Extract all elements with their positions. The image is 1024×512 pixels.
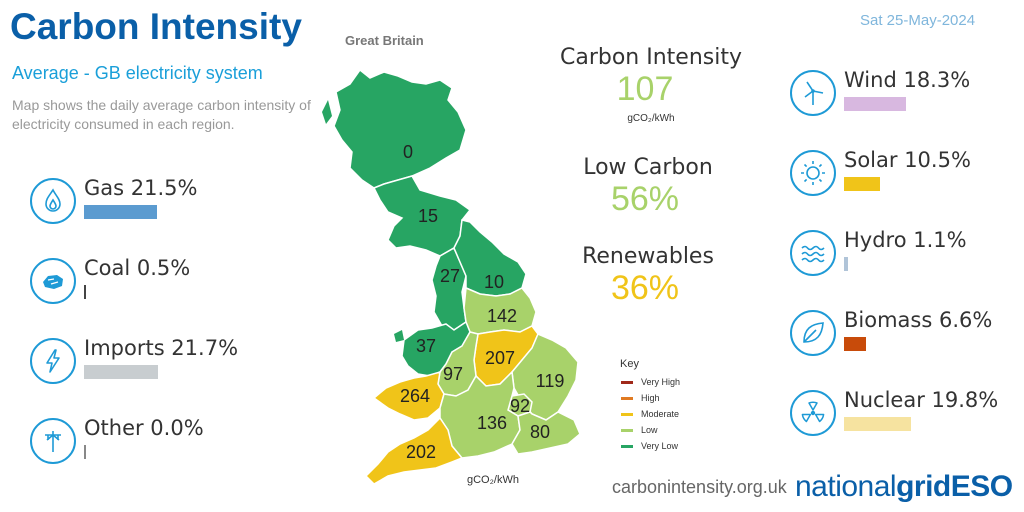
- key-label: Very Low: [641, 441, 679, 451]
- fuel-label: Imports 21.7%: [84, 336, 239, 360]
- leaf-icon: [790, 310, 836, 356]
- carbon-intensity-label: Carbon Intensity: [559, 45, 742, 70]
- fuel-bar: [844, 337, 867, 351]
- waves-icon: [790, 230, 836, 276]
- low-carbon-label: Low Carbon: [583, 155, 713, 180]
- key-item-very-low: Very Low: [621, 441, 678, 451]
- low-carbon-value: 56%: [610, 180, 680, 218]
- key-label: Moderate: [641, 409, 680, 419]
- region-north-east-england: [453, 219, 527, 297]
- key-item-very-high: Very High: [621, 377, 680, 387]
- map-value-label: 264: [400, 386, 430, 406]
- gb-region-map: 0 15 27 10 142 37 207 97 119 264 92 136 …: [322, 68, 580, 485]
- subtitle: Average - GB electricity system: [12, 63, 263, 83]
- fuel-label: Nuclear 19.8%: [844, 388, 999, 412]
- key-label: Very High: [641, 377, 681, 387]
- key-swatch: [621, 381, 633, 385]
- fuel-bar: [844, 177, 880, 191]
- key-swatch: [621, 445, 633, 449]
- fuel-label: Gas 21.5%: [84, 176, 198, 200]
- map-value-label: 80: [530, 422, 550, 442]
- key-item-moderate: Moderate: [621, 409, 679, 419]
- carbon-intensity-unit: gCO₂/kWh: [627, 113, 675, 124]
- key-label: High: [641, 393, 660, 403]
- fuel-label: Solar 10.5%: [844, 148, 971, 172]
- region-south-west-england: [364, 416, 464, 485]
- hebrides-island: [322, 100, 332, 124]
- radiation-icon: [790, 390, 836, 436]
- website-link[interactable]: carbonintensity.org.uk: [612, 477, 787, 497]
- map-value-label: 142: [487, 306, 517, 326]
- sun-icon: [790, 150, 836, 196]
- key-swatch: [621, 429, 633, 433]
- key-unit: gCO₂/kWh: [467, 474, 519, 486]
- map-value-label: 202: [406, 442, 436, 462]
- carbon-intensity-value: 107: [616, 70, 674, 108]
- map-value-label: 27: [440, 266, 460, 286]
- fuel-label: Other 0.0%: [84, 416, 204, 440]
- map-value-label: 37: [416, 336, 436, 356]
- page-title: Carbon Intensity: [10, 6, 302, 47]
- fuel-label: Biomass 6.6%: [844, 308, 993, 332]
- region-north-scotland: [333, 68, 467, 189]
- fuel-bar: [84, 205, 158, 219]
- map-value-label: 119: [536, 371, 565, 391]
- key-swatch: [621, 413, 633, 417]
- brand-part-national: national: [795, 470, 897, 503]
- renewables-label: Renewables: [582, 244, 714, 269]
- pylon-icon: [30, 418, 76, 464]
- fuel-bar: [844, 97, 907, 111]
- key-item-high: High: [621, 393, 660, 403]
- fuel-bar: [844, 417, 912, 431]
- map-value-label: 0: [403, 142, 413, 162]
- key-item-low: Low: [621, 425, 658, 435]
- map-value-label: 15: [418, 206, 438, 226]
- date-label: Sat 25-May-2024: [860, 12, 976, 29]
- fuel-bar: [84, 445, 86, 459]
- map-value-label: 10: [484, 272, 504, 292]
- region-south-east-england: [511, 411, 580, 455]
- fuel-label: Wind 18.3%: [844, 68, 971, 92]
- renewables-value: 36%: [610, 269, 680, 307]
- key-swatch: [621, 397, 633, 401]
- description: Map shows the daily average carbon inten…: [12, 97, 311, 132]
- region-label: Great Britain: [345, 33, 424, 48]
- key-title: Key: [620, 358, 639, 370]
- region-south-wales: [372, 370, 445, 421]
- fuel-bar: [84, 365, 158, 379]
- wind-turbine-icon: [790, 70, 836, 116]
- anglesey-island: [394, 330, 404, 342]
- brand-part-grid: grid: [896, 470, 951, 503]
- map-value-label: 136: [477, 413, 507, 433]
- map-value-label: 97: [443, 364, 463, 384]
- map-value-label: 92: [510, 396, 530, 416]
- brand-part-eso: ESO: [950, 470, 1013, 503]
- map-value-label: 207: [485, 348, 515, 368]
- flame-icon: [30, 178, 76, 224]
- fuel-label: Coal 0.5%: [84, 256, 191, 280]
- fuel-bar: [84, 285, 86, 299]
- fuel-label: Hydro 1.1%: [844, 228, 967, 252]
- coal-icon: [30, 258, 76, 304]
- key-label: Low: [641, 425, 658, 435]
- brand-logo: nationalgridESO: [795, 470, 1013, 504]
- lightning-icon: [30, 338, 76, 384]
- fuel-bar: [844, 257, 848, 271]
